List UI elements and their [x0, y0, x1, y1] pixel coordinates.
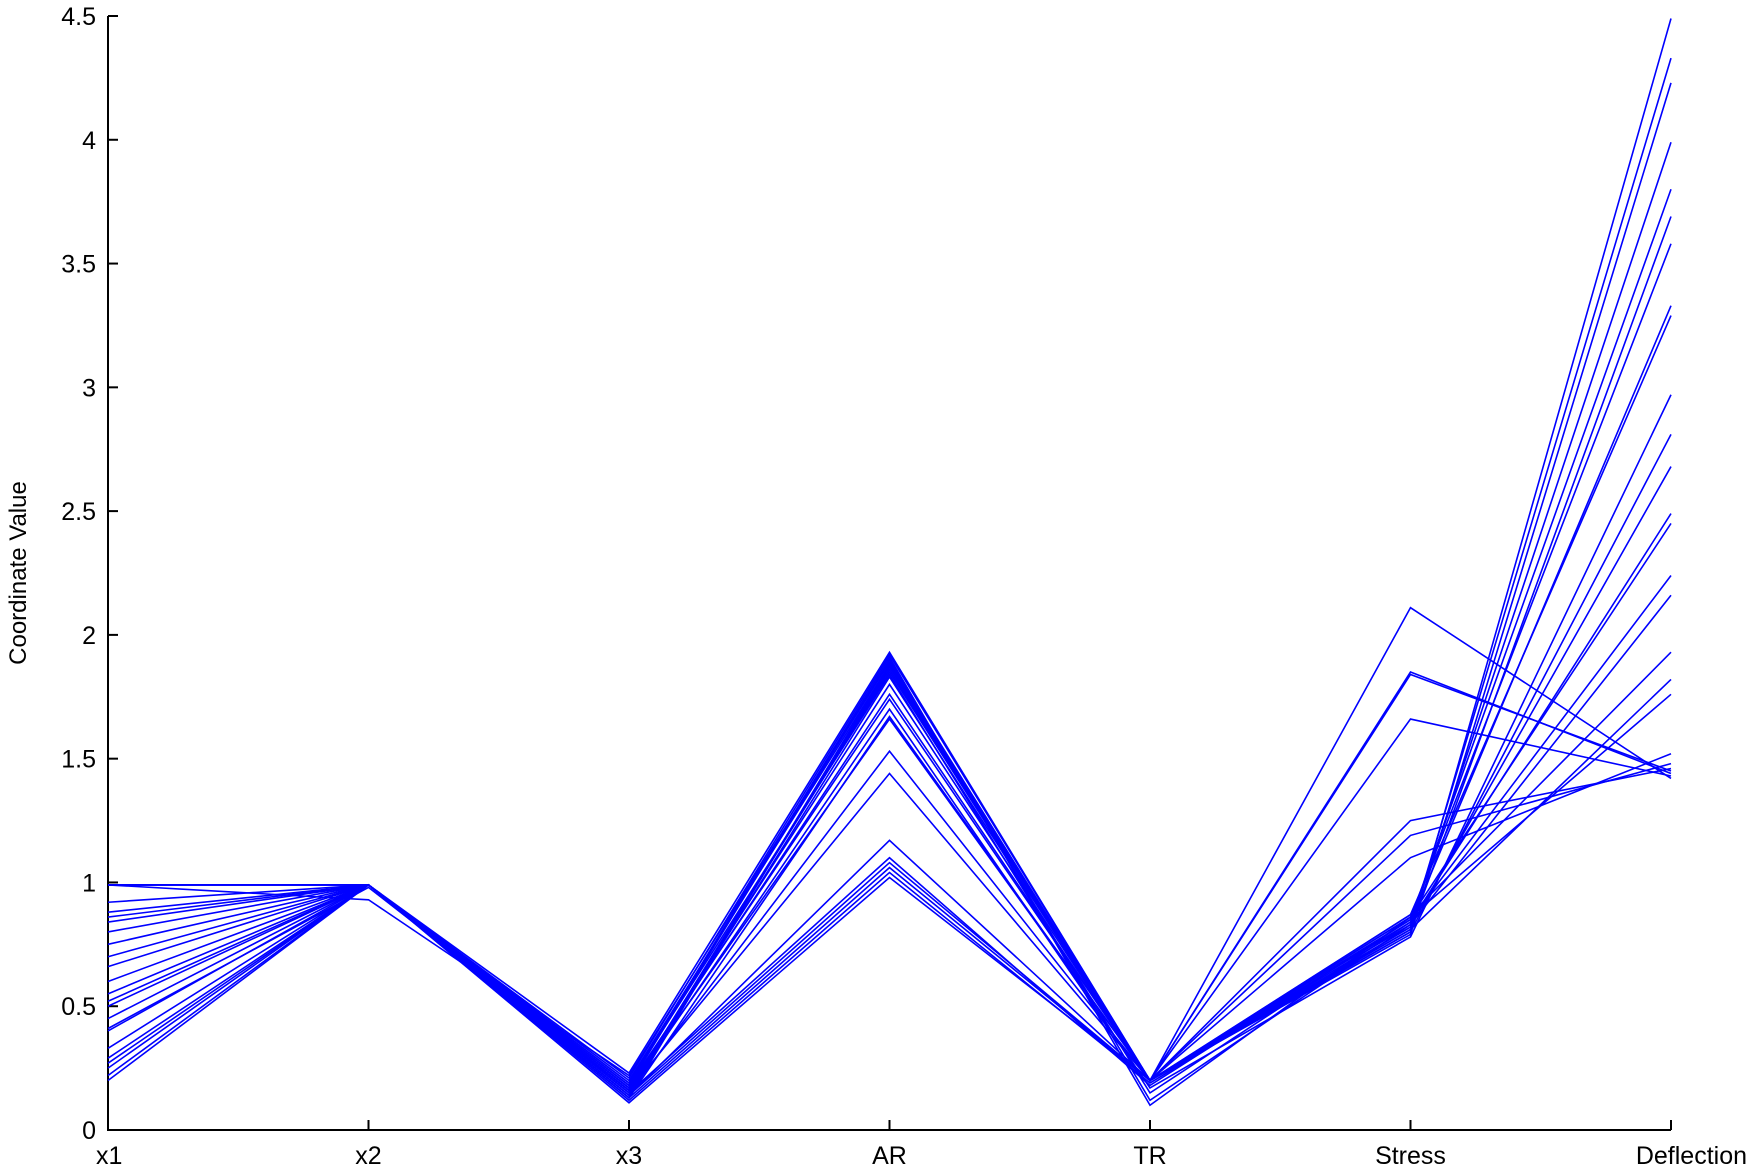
series-line: [107, 189, 1672, 1094]
y-tick-label: 3: [82, 374, 96, 402]
x-tick-label: Stress: [1375, 1142, 1446, 1170]
y-tick-label: 1.5: [61, 746, 96, 774]
series-line: [107, 523, 1672, 1092]
axis-spine: [107, 16, 1671, 1131]
series-line: [107, 57, 1672, 1102]
series-line: [107, 82, 1672, 1099]
x-tick-label: x3: [616, 1142, 642, 1170]
y-axis-label: Coordinate Value: [5, 481, 32, 665]
y-tick-label: 1: [82, 869, 96, 897]
series-line: [107, 466, 1672, 1090]
y-tick-label: 4.5: [61, 3, 96, 31]
y-tick-label: 0.5: [61, 993, 96, 1021]
x-tick-label: Deflection: [1636, 1142, 1747, 1170]
series-line: [107, 142, 1672, 1097]
y-tick-label: 0: [82, 1117, 96, 1145]
series-line: [107, 606, 1672, 1083]
series-line: [107, 433, 1672, 1087]
x-tick-label: x2: [355, 1142, 381, 1170]
series-line: [107, 513, 1672, 1094]
y-tick-label: 3.5: [61, 251, 96, 279]
x-tick-label: TR: [1133, 1142, 1166, 1170]
x-tick-label: x1: [96, 1142, 122, 1170]
series-line: [107, 715, 1672, 1099]
series-line: [107, 394, 1672, 1092]
series-line: [107, 315, 1672, 1090]
series-line: [107, 18, 1672, 1104]
y-tick-label: 2: [82, 622, 96, 650]
y-tick-label: 2.5: [61, 498, 96, 526]
x-tick-label: AR: [872, 1142, 907, 1170]
y-tick-label: 4: [82, 127, 96, 155]
